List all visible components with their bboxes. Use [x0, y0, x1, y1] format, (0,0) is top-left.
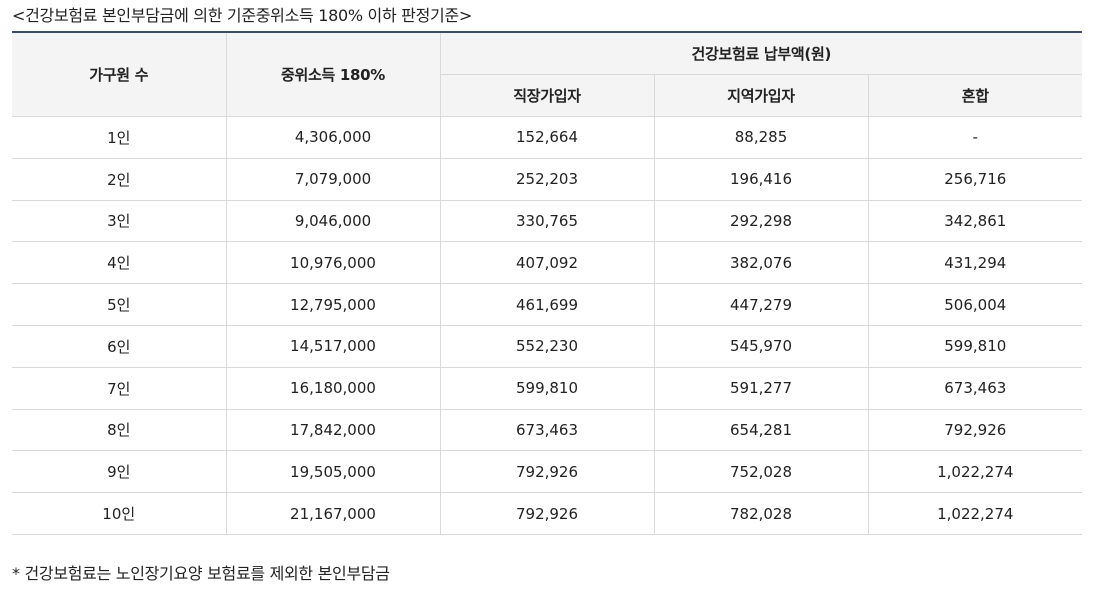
cell-employee: 792,926	[439, 450, 654, 494]
cell-mixed: 342,861	[867, 200, 1083, 243]
cell-income: 4,306,000	[225, 116, 440, 159]
cell-mixed: 256,716	[867, 158, 1083, 201]
cell-household: 10인	[12, 492, 226, 535]
cell-employee: 330,765	[439, 200, 654, 243]
header-median-income: 중위소득 180%	[225, 32, 440, 117]
cell-employee: 252,203	[439, 158, 654, 201]
cell-income: 19,505,000	[225, 450, 440, 494]
table-row: 2인 7,079,000 252,203 196,416 256,716	[12, 158, 1083, 201]
cell-employee: 599,810	[439, 367, 654, 410]
cell-mixed: 599,810	[867, 325, 1083, 368]
cell-employee: 792,926	[439, 492, 654, 535]
cell-mixed: 673,463	[867, 367, 1083, 410]
cell-mixed: 506,004	[867, 283, 1083, 326]
table-row: 8인 17,842,000 673,463 654,281 792,926	[12, 409, 1083, 452]
cell-regional: 88,285	[653, 116, 868, 159]
cell-income: 7,079,000	[225, 158, 440, 201]
table-row: 6인 14,517,000 552,230 545,970 599,810	[12, 325, 1083, 368]
cell-regional: 292,298	[653, 200, 868, 243]
table-row: 10인 21,167,000 792,926 782,028 1,022,274	[12, 492, 1083, 535]
cell-household: 6인	[12, 325, 226, 368]
cell-regional: 447,279	[653, 283, 868, 326]
cell-employee: 673,463	[439, 409, 654, 452]
cell-income: 10,976,000	[225, 241, 440, 285]
cell-regional: 782,028	[653, 492, 868, 535]
cell-household: 9인	[12, 450, 226, 494]
cell-mixed: 792,926	[867, 409, 1083, 452]
cell-mixed: 1,022,274	[867, 450, 1083, 494]
cell-employee: 461,699	[439, 283, 654, 326]
table-row: 9인 19,505,000 792,926 752,028 1,022,274	[12, 450, 1083, 494]
table-row: 5인 12,795,000 461,699 447,279 506,004	[12, 283, 1083, 326]
cell-employee: 407,092	[439, 241, 654, 285]
table-row: 4인 10,976,000 407,092 382,076 431,294	[12, 241, 1083, 285]
table-row: 1인 4,306,000 152,664 88,285 -	[12, 116, 1083, 159]
cell-household: 1인	[12, 116, 226, 159]
cell-income: 16,180,000	[225, 367, 440, 410]
cell-household: 8인	[12, 409, 226, 452]
cell-income: 9,046,000	[225, 200, 440, 243]
header-mixed: 혼합	[867, 74, 1083, 117]
income-premium-table: 가구원 수 중위소득 180% 건강보험료 납부액(원) 직장가입자 지역가입자…	[12, 31, 1083, 535]
cell-regional: 382,076	[653, 241, 868, 285]
cell-household: 5인	[12, 283, 226, 326]
header-regional-subscriber: 지역가입자	[653, 74, 868, 117]
cell-income: 17,842,000	[225, 409, 440, 452]
cell-regional: 591,277	[653, 367, 868, 410]
cell-employee: 152,664	[439, 116, 654, 159]
cell-mixed: -	[867, 116, 1083, 159]
footnote: * 건강보험료는 노인장기요양 보험료를 제외한 본인부담금	[12, 564, 390, 583]
header-premium-group: 건강보험료 납부액(원)	[439, 32, 1083, 75]
cell-household: 3인	[12, 200, 226, 243]
cell-income: 12,795,000	[225, 283, 440, 326]
table-row: 3인 9,046,000 330,765 292,298 342,861	[12, 200, 1083, 243]
cell-household: 2인	[12, 158, 226, 201]
cell-mixed: 1,022,274	[867, 492, 1083, 535]
cell-household: 7인	[12, 367, 226, 410]
header-employee-subscriber: 직장가입자	[439, 74, 654, 117]
cell-household: 4인	[12, 241, 226, 285]
cell-regional: 196,416	[653, 158, 868, 201]
table-caption: <건강보험료 본인부담금에 의한 기준중위소득 180% 이하 판정기준>	[12, 6, 472, 25]
header-household-count: 가구원 수	[12, 32, 226, 117]
cell-employee: 552,230	[439, 325, 654, 368]
cell-income: 21,167,000	[225, 492, 440, 535]
cell-regional: 654,281	[653, 409, 868, 452]
cell-mixed: 431,294	[867, 241, 1083, 285]
cell-regional: 545,970	[653, 325, 868, 368]
cell-regional: 752,028	[653, 450, 868, 494]
cell-income: 14,517,000	[225, 325, 440, 368]
table-row: 7인 16,180,000 599,810 591,277 673,463	[12, 367, 1083, 410]
